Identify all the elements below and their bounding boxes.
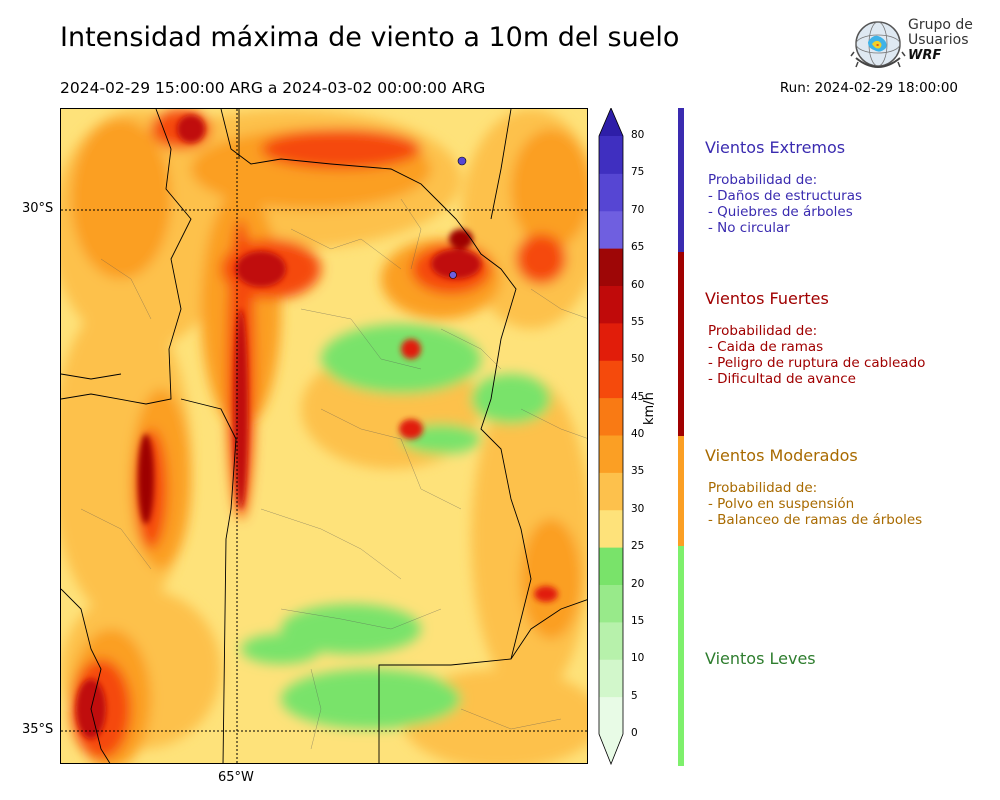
department-borders <box>80 198 587 750</box>
logo-line-2: Usuarios <box>908 32 969 48</box>
colorbar-extend-top <box>599 108 623 136</box>
legend-title-leves: Vientos Leves <box>705 649 816 668</box>
colorbar-segment <box>599 659 623 698</box>
legend-item: - Dificultad de avance <box>708 371 856 387</box>
colorbar-tick-label: 25 <box>631 540 645 553</box>
colorbar-segment <box>599 696 623 735</box>
colorbar-segment <box>599 136 623 174</box>
colorbar-tick-label: 60 <box>631 278 645 291</box>
chart-title: Intensidad máxima de viento a 10m del su… <box>60 22 680 53</box>
colorbar-unit: km/h <box>642 392 657 425</box>
legend-bar-fuertes <box>678 252 684 436</box>
legend-item: - Peligro de ruptura de cableado <box>708 355 926 371</box>
logo <box>850 18 906 74</box>
colorbar-segment <box>599 621 623 660</box>
legend-item: - Balanceo de ramas de árboles <box>708 512 923 528</box>
legend-text-extremos: Probabilidad de: - Daños de estructuras … <box>708 172 862 236</box>
extreme-wind-spot <box>457 156 467 166</box>
legend-bar-extremos <box>678 108 684 252</box>
logo-line-3: WRF <box>908 48 942 63</box>
colorbar-tick-label: 65 <box>631 241 645 254</box>
legend-bar-moderados <box>678 436 684 546</box>
extreme-wind-spot <box>449 271 457 279</box>
colorbar-segment <box>599 322 623 361</box>
colorbar-svg <box>598 106 624 766</box>
legend-text-moderados: Probabilidad de: - Polvo en suspensión -… <box>708 480 922 528</box>
colorbar-segment <box>599 360 623 399</box>
globe-logo-icon <box>850 21 906 68</box>
province-borders <box>61 109 587 763</box>
legend-text-fuertes: Probabilidad de: - Caida de ramas - Peli… <box>708 323 925 387</box>
lon-label-65w: 65°W <box>218 770 254 785</box>
legend-intro: Probabilidad de: <box>708 172 818 188</box>
legend-intro: Probabilidad de: <box>708 480 818 496</box>
colorbar <box>598 106 624 766</box>
legend-title-moderados: Vientos Moderados <box>705 446 858 465</box>
colorbar-segment <box>599 173 623 212</box>
lat-label-30s: 30°S <box>22 201 54 216</box>
colorbar-segment <box>599 210 623 249</box>
wind-map <box>60 108 588 764</box>
colorbar-tick-label: 30 <box>631 502 645 515</box>
legend-item: - Daños de estructuras <box>708 188 863 204</box>
colorbar-extend-bottom <box>599 734 623 764</box>
colorbar-tick-label: 15 <box>631 614 645 627</box>
lat-label-35s: 35°S <box>22 722 54 737</box>
run-timestamp: Run: 2024-02-29 18:00:00 <box>779 80 958 96</box>
colorbar-segment <box>599 584 623 623</box>
legend-intro: Probabilidad de: <box>708 323 818 339</box>
colorbar-tick-label: 50 <box>631 353 645 366</box>
colorbar-segment <box>599 547 623 585</box>
colorbar-segment <box>599 435 623 473</box>
colorbar-tick-label: 0 <box>631 727 638 739</box>
colorbar-tick-label: 20 <box>631 577 645 590</box>
logo-line-1: Grupo de <box>908 17 973 33</box>
legend-item: - No circular <box>708 220 790 236</box>
colorbar-segment <box>599 285 623 324</box>
colorbar-tick-label: 35 <box>631 465 645 478</box>
colorbar-segment <box>599 248 623 286</box>
colorbar-tick-label: 45 <box>631 390 645 403</box>
legend-item: - Caida de ramas <box>708 339 824 355</box>
legend-title-fuertes: Vientos Fuertes <box>705 289 829 308</box>
legend-item: - Quiebres de árboles <box>708 204 853 220</box>
logo-text: Grupo de Usuarios WRF <box>908 17 973 64</box>
colorbar-tick-label: 80 <box>631 129 645 141</box>
wind-shading <box>61 109 587 763</box>
legend-item: - Polvo en suspensión <box>708 496 855 512</box>
legend-title-extremos: Vientos Extremos <box>705 138 846 157</box>
colorbar-outline <box>598 106 624 766</box>
colorbar-tick-label: 75 <box>631 166 645 179</box>
legend-bar-leves <box>678 546 684 766</box>
colorbar-tick-label: 10 <box>631 652 645 665</box>
wind-field-svg <box>61 109 587 763</box>
colorbar-segment <box>599 397 623 436</box>
wind-maxima <box>76 115 558 739</box>
colorbar-segment <box>599 472 623 511</box>
colorbar-tick-label: 5 <box>631 689 638 702</box>
colorbar-tick-label: 70 <box>631 203 645 216</box>
colorbar-tick-label: 40 <box>631 428 645 440</box>
colorbar-segment <box>599 509 623 548</box>
valid-period: 2024-02-29 15:00:00 ARG a 2024-03-02 00:… <box>60 79 486 97</box>
colorbar-tick-label: 55 <box>631 315 645 328</box>
